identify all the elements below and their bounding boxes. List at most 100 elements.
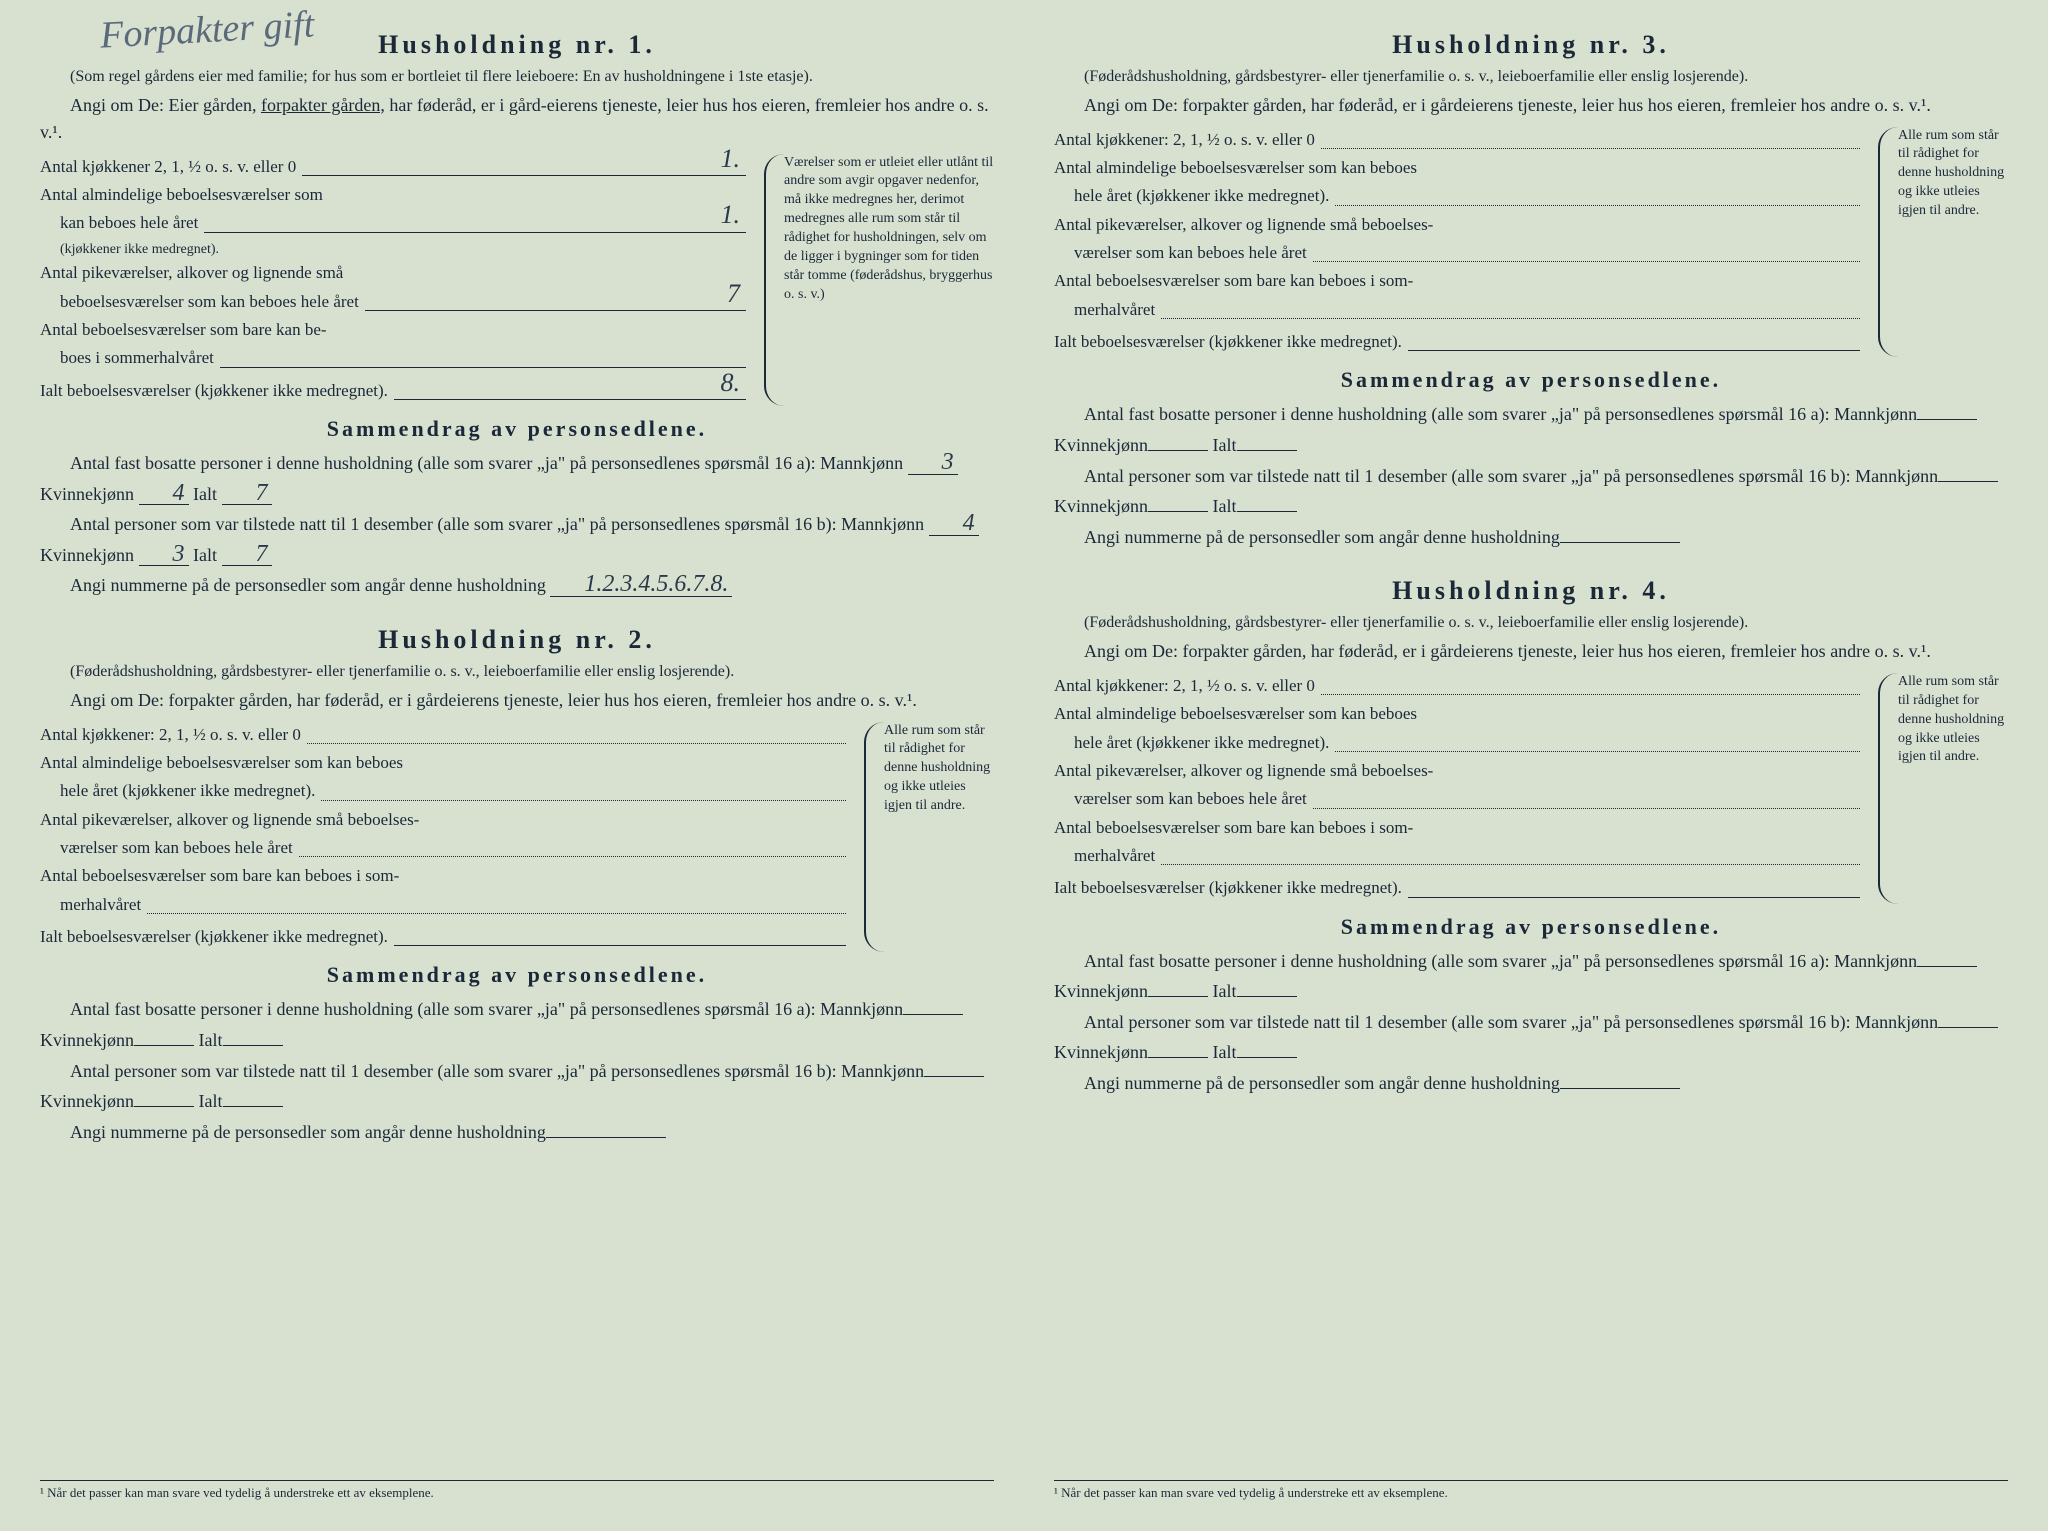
k1-value: 1. (721, 139, 741, 179)
k2a-label: Antal almindelige beboelsesværelser som … (1054, 701, 1417, 727)
k3-value: 7 (727, 274, 740, 314)
s3-text: Angi nummerne på de personsedler som ang… (70, 1122, 546, 1142)
s1-kv-label: Kvinnekjønn (40, 484, 134, 504)
k5-value: 8. (721, 363, 741, 403)
k4b-label: merhalvåret (1054, 843, 1155, 869)
hh1-s2: Antal personer som var tilstede natt til… (40, 509, 994, 570)
k2a-label: Antal almindelige beboelsesværelser som … (1054, 155, 1417, 181)
s2-kv-label: Kvinnekjønn (40, 1091, 134, 1111)
k3a-label: Antal pikeværelser, alkover og lignende … (40, 807, 419, 833)
s2-mann (924, 1076, 984, 1077)
s2-mann: 4 (929, 513, 979, 536)
s3-value (1560, 542, 1680, 543)
hh2-s3: Angi nummerne på de personsedler som ang… (40, 1117, 994, 1148)
hh4-summary-title: Sammendrag av personsedlene. (1054, 914, 2008, 940)
k3a-label: Antal pikeværelser, alkover og lignende … (1054, 212, 1433, 238)
document-page: Husholdning nr. 1. (Som regel gårdens ei… (40, 30, 2008, 1501)
s2-ialt-label: Ialt (1213, 496, 1237, 516)
k1-label: Antal kjøkkener 2, 1, ½ o. s. v. eller 0 (40, 154, 296, 180)
hh2-intro: Angi om De: forpakter gården, har føderå… (40, 687, 994, 714)
k4b-label: boes i sommerhalvåret (40, 345, 214, 371)
k1-label: Antal kjøkkener: 2, 1, ½ o. s. v. eller … (1054, 127, 1315, 153)
s1-text: Antal fast bosatte personer i denne hush… (70, 999, 903, 1019)
k5-label: Ialt beboelsesværelser (kjøkkener ikke m… (1054, 329, 1402, 355)
s1-mann (1917, 966, 1977, 967)
hh2-brace-note: Alle rum som står til rådighet for denne… (864, 722, 994, 953)
s3-text: Angi nummerne på de personsedler som ang… (1084, 527, 1560, 547)
hh2-title: Husholdning nr. 2. (40, 625, 994, 655)
hh4-s3: Angi nummerne på de personsedler som ang… (1054, 1068, 2008, 1099)
s1-mann (903, 1014, 963, 1015)
hh4-s1: Antal fast bosatte personer i denne hush… (1054, 946, 2008, 1007)
k4b-label: merhalvåret (40, 892, 141, 918)
left-column: Husholdning nr. 1. (Som regel gårdens ei… (40, 30, 994, 1501)
s1-ialt (1237, 996, 1297, 997)
hh3-s3: Angi nummerne på de personsedler som ang… (1054, 522, 2008, 553)
k1-label: Antal kjøkkener: 2, 1, ½ o. s. v. eller … (1054, 673, 1315, 699)
s1-ialt-label: Ialt (199, 1030, 223, 1050)
s2-text: Antal personer som var tilstede natt til… (1084, 466, 1938, 486)
hh3-title: Husholdning nr. 3. (1054, 30, 2008, 60)
hh1-room-lines: Antal kjøkkener 2, 1, ½ o. s. v. eller 0… (40, 154, 752, 406)
k1-label: Antal kjøkkener: 2, 1, ½ o. s. v. eller … (40, 722, 301, 748)
s1-kv-label: Kvinnekjønn (40, 1030, 134, 1050)
hh3-s1: Antal fast bosatte personer i denne hush… (1054, 399, 2008, 460)
footnote-right: ¹ Når det passer kan man svare ved tydel… (1054, 1480, 2008, 1501)
s2-ialt-label: Ialt (193, 545, 217, 565)
hh2-subtitle: (Føderådshusholdning, gårdsbestyrer- ell… (40, 661, 994, 683)
s1-ialt (223, 1045, 283, 1046)
k4a-label: Antal beboelsesværelser som bare kan beb… (40, 863, 399, 889)
s1-ialt-label: Ialt (1213, 435, 1237, 455)
intro-text-a: Angi om De: Eier gården, (70, 95, 261, 115)
k3b-label: værelser som kan beboes hele året (1054, 786, 1307, 812)
hh2-s1: Antal fast bosatte personer i denne hush… (40, 994, 994, 1055)
s3-text: Angi nummerne på de personsedler som ang… (70, 575, 546, 595)
s2-ialt-label: Ialt (199, 1091, 223, 1111)
k3a-label: Antal pikeværelser, alkover og lignende … (40, 260, 343, 286)
s1-kvinne: 4 (139, 483, 189, 506)
hh3-s2: Antal personer som var tilstede natt til… (1054, 461, 2008, 522)
hh4-title: Husholdning nr. 4. (1054, 576, 2008, 606)
s2-text: Antal personer som var tilstede natt til… (1084, 1012, 1938, 1032)
hh3-rooms-block: Antal kjøkkener: 2, 1, ½ o. s. v. eller … (1054, 127, 2008, 358)
intro-underlined: forpakter gården, (261, 95, 385, 115)
s2-ialt: 7 (222, 544, 272, 567)
s1-ialt-label: Ialt (193, 484, 217, 504)
hh2-summary-title: Sammendrag av personsedlene. (40, 962, 994, 988)
hh4-brace-note: Alle rum som står til rådighet for denne… (1878, 673, 2008, 904)
k5-label: Ialt beboelsesværelser (kjøkkener ikke m… (40, 924, 388, 950)
hh4-rooms-block: Antal kjøkkener: 2, 1, ½ o. s. v. eller … (1054, 673, 2008, 904)
k2b-label: kan beboes hele året (40, 210, 198, 236)
k4a-label: Antal beboelsesværelser som bare kan beb… (1054, 815, 1413, 841)
k3b-label: værelser som kan beboes hele året (1054, 240, 1307, 266)
k2b-label: hele året (kjøkkener ikke medregnet). (40, 778, 315, 804)
s1-kv-label: Kvinnekjønn (1054, 435, 1148, 455)
k4b-label: merhalvåret (1054, 297, 1155, 323)
hh1-brace-note: Værelser som er utleiet eller utlånt til… (764, 154, 994, 406)
s1-kvinne (1148, 996, 1208, 997)
household-1: Husholdning nr. 1. (Som regel gårdens ei… (40, 30, 994, 601)
hh1-s3: Angi nummerne på de personsedler som ang… (40, 570, 994, 601)
hh1-rooms-block: Antal kjøkkener 2, 1, ½ o. s. v. eller 0… (40, 154, 994, 406)
s2-ialt-label: Ialt (1213, 1042, 1237, 1062)
k2b-label: hele året (kjøkkener ikke medregnet). (1054, 183, 1329, 209)
hh4-s2: Antal personer som var tilstede natt til… (1054, 1007, 2008, 1068)
s1-ialt: 7 (222, 483, 272, 506)
s2-kv-label: Kvinnekjønn (1054, 496, 1148, 516)
k4a-label: Antal beboelsesværelser som bare kan be- (40, 317, 327, 343)
s2-ialt (1237, 511, 1297, 512)
s2-kv-label: Kvinnekjønn (40, 545, 134, 565)
hh1-summary-title: Sammendrag av personsedlene. (40, 416, 994, 442)
s2-text: Antal personer som var tilstede natt til… (70, 1061, 924, 1081)
s1-text: Antal fast bosatte personer i denne hush… (70, 453, 903, 473)
hh3-brace-note: Alle rum som står til rådighet for denne… (1878, 127, 2008, 358)
s2-ialt (223, 1106, 283, 1107)
k5-label: Ialt beboelsesværelser (kjøkkener ikke m… (1054, 875, 1402, 901)
s3-value: 1.2.3.4.5.6.7.8. (550, 574, 732, 597)
s2-kvinne (1148, 1057, 1208, 1058)
s1-mann: 3 (908, 452, 958, 475)
s1-text: Antal fast bosatte personer i denne hush… (1084, 951, 1917, 971)
s2-mann (1938, 481, 1998, 482)
s3-text: Angi nummerne på de personsedler som ang… (1084, 1073, 1560, 1093)
s1-text: Antal fast bosatte personer i denne hush… (1084, 404, 1917, 424)
